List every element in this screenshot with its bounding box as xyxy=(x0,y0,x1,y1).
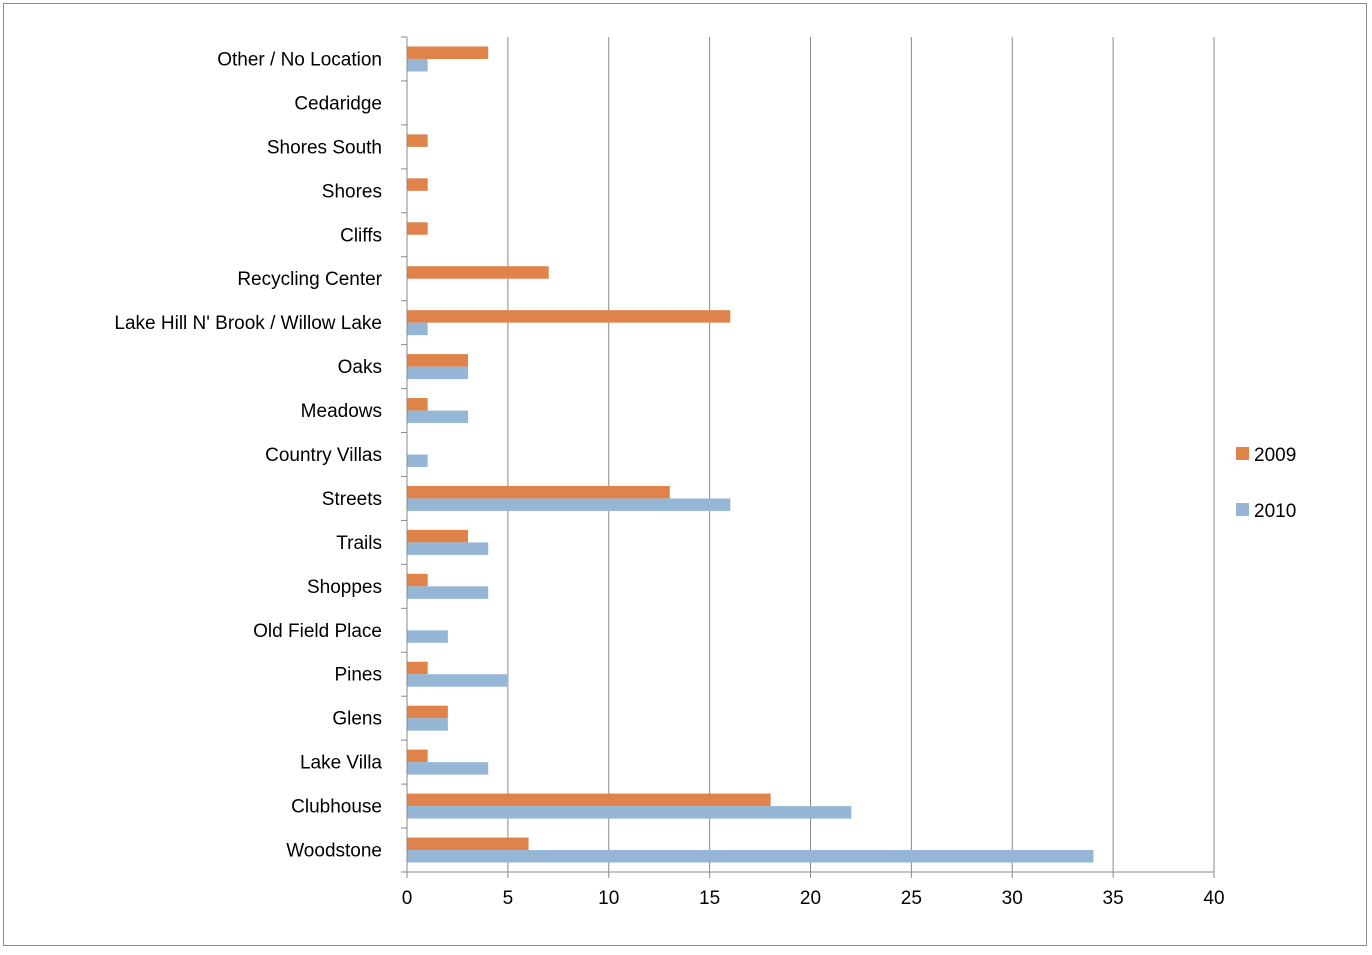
bar-2009 xyxy=(407,573,428,587)
category-label: Cliffs xyxy=(340,225,382,246)
bar-2009 xyxy=(407,749,428,763)
bar-2009 xyxy=(407,705,448,719)
bar-2009 xyxy=(407,398,428,411)
bar-2009 xyxy=(407,354,469,367)
category-label: Recycling Center xyxy=(237,269,382,290)
bar-2009 xyxy=(407,134,428,147)
x-tick-label: 5 xyxy=(503,888,514,909)
category-label: Clubhouse xyxy=(291,797,382,818)
axes xyxy=(401,36,1215,878)
category-label: Shoppes xyxy=(307,577,382,598)
bar-2010 xyxy=(407,630,448,643)
category-label: Cedaridge xyxy=(294,93,382,114)
category-label: Pines xyxy=(334,665,382,686)
bar-2010 xyxy=(407,718,448,731)
gridlines xyxy=(507,37,1215,872)
bar-2010 xyxy=(407,542,489,555)
category-label: Other / No Location xyxy=(217,49,382,70)
bar-2009 xyxy=(407,793,771,807)
chart-area: Woodstone Clubhouse Lake Villa Glens Pines Ol… xyxy=(3,3,1367,946)
category-label: Glens xyxy=(332,709,382,730)
bar-2009 xyxy=(407,222,428,235)
x-tick-label: 40 xyxy=(1203,888,1224,909)
bar-2010 xyxy=(407,850,1094,863)
category-label: Oaks xyxy=(338,357,382,378)
x-tick-label: 10 xyxy=(598,888,619,909)
bar-2009 xyxy=(407,178,428,191)
bars xyxy=(407,46,1094,863)
bar-2009 xyxy=(407,310,731,323)
bar-2009 xyxy=(407,485,670,499)
bar-2010 xyxy=(407,806,852,819)
x-tick-label: 15 xyxy=(699,888,720,909)
bar-2010 xyxy=(407,410,469,424)
category-label: Trails xyxy=(336,533,382,554)
legend: 2009 2010 xyxy=(1236,445,1296,522)
legend-swatch-2009 xyxy=(1236,447,1249,460)
category-label: Old Field Place xyxy=(253,621,382,642)
bar-2010 xyxy=(407,322,428,336)
category-label: Streets xyxy=(322,489,382,510)
category-label: Woodstone xyxy=(286,841,382,862)
x-tick-label: 30 xyxy=(1002,888,1023,909)
bar-2009 xyxy=(407,46,489,59)
bar-2009 xyxy=(407,661,428,675)
category-label: Lake Hill N' Brook / Willow Lake xyxy=(114,313,382,334)
category-label: Lake Villa xyxy=(300,753,382,774)
x-tick-label: 0 xyxy=(402,888,413,909)
legend-label-2010: 2010 xyxy=(1254,501,1296,522)
category-labels: Woodstone Clubhouse Lake Villa Glens Pines Ol… xyxy=(114,49,382,861)
x-tick-label: 25 xyxy=(901,888,922,909)
x-tick-label: 20 xyxy=(800,888,821,909)
legend-swatch-2010 xyxy=(1236,503,1249,516)
bar-2010 xyxy=(407,762,489,775)
category-label: Meadows xyxy=(301,401,382,422)
x-tick-labels: 0 5 10 15 20 25 30 35 40 xyxy=(402,888,1225,909)
bar-2010 xyxy=(407,58,428,72)
bar-2009 xyxy=(407,529,469,543)
bar-2010 xyxy=(407,498,731,511)
bar-2010 xyxy=(407,674,509,687)
bar-chart: Woodstone Clubhouse Lake Villa Glens Pines Ol… xyxy=(114,36,1296,909)
category-label: Shores South xyxy=(267,137,382,158)
x-tick-label: 35 xyxy=(1103,888,1124,909)
category-label: Shores xyxy=(322,181,382,202)
bar-2009 xyxy=(407,266,549,279)
legend-label-2009: 2009 xyxy=(1254,445,1296,466)
bar-2010 xyxy=(407,586,489,599)
bar-2009 xyxy=(407,837,529,851)
category-label: Country Villas xyxy=(265,445,382,466)
bar-2010 xyxy=(407,454,428,467)
bar-2010 xyxy=(407,366,469,380)
